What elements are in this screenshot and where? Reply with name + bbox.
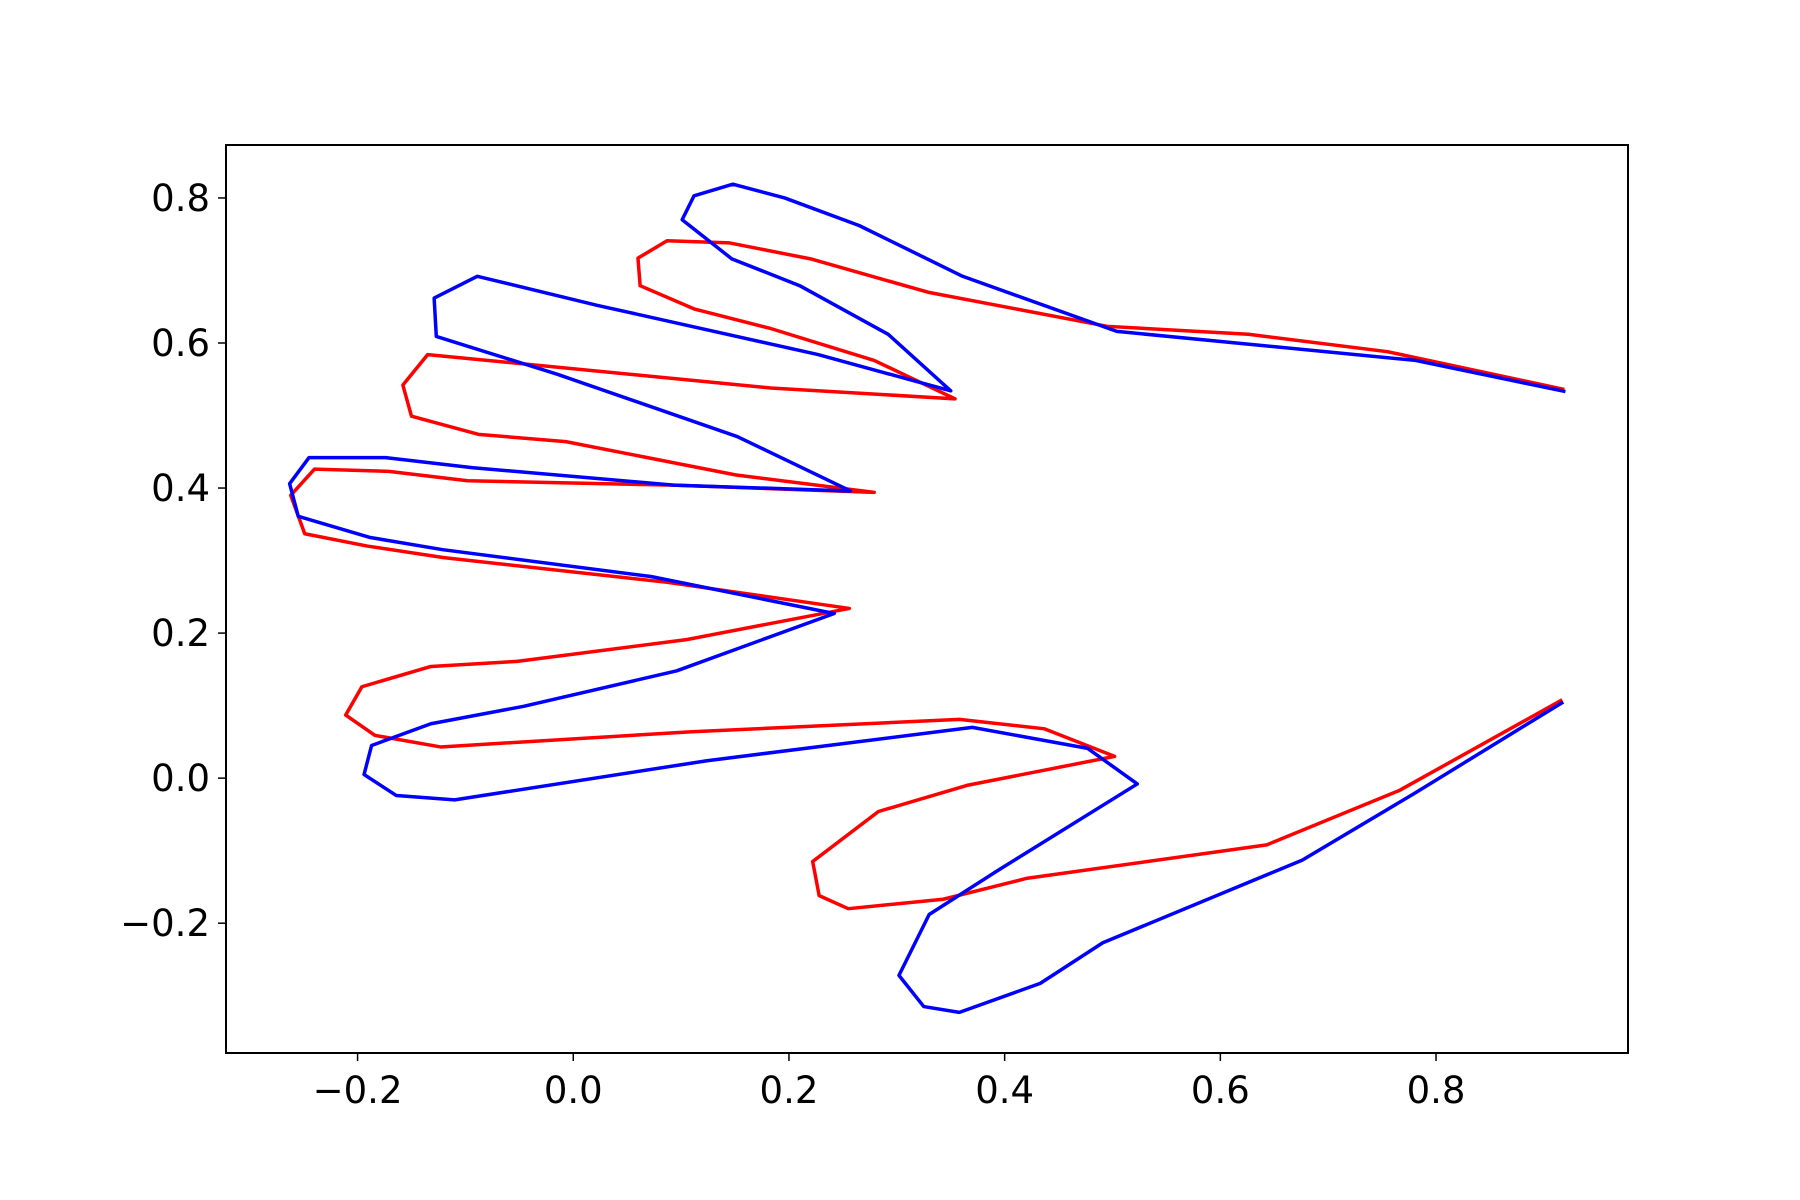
- y-tick-label: −0.2: [120, 902, 210, 945]
- x-tick-label: 0.6: [1191, 1069, 1250, 1112]
- y-tick-label: 0.0: [151, 757, 210, 800]
- plot-frame: [225, 144, 1629, 1054]
- x-tick-label: −0.2: [313, 1069, 403, 1112]
- y-tick-label: 0.2: [151, 612, 210, 655]
- x-tick-label: 0.2: [760, 1069, 819, 1112]
- x-tick-label: 0.4: [975, 1069, 1034, 1112]
- y-tick-label: 0.8: [151, 177, 210, 220]
- x-tick-label: 0.8: [1407, 1069, 1466, 1112]
- series-line: [288, 238, 1565, 911]
- x-tick-label: 0.0: [544, 1069, 603, 1112]
- y-tick-label: 0.6: [151, 322, 210, 365]
- series-line: [287, 182, 1566, 1015]
- y-tick-label: 0.4: [151, 467, 210, 510]
